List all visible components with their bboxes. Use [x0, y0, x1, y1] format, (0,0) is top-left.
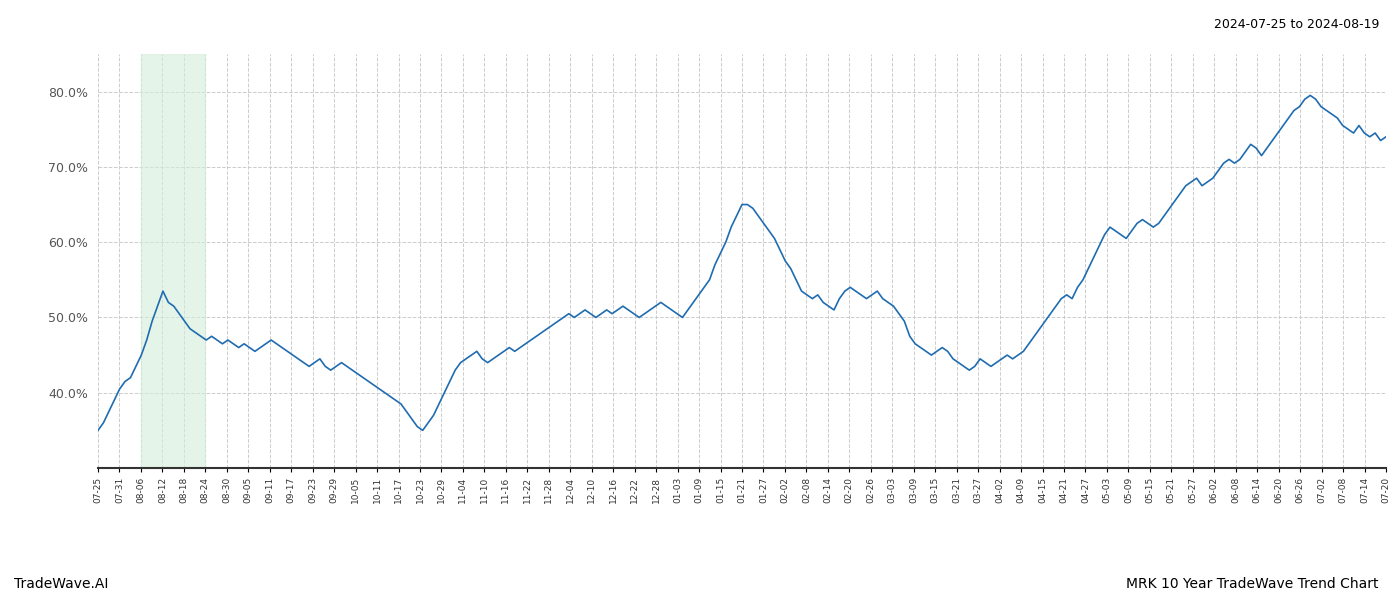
Bar — [141, 54, 206, 468]
Text: MRK 10 Year TradeWave Trend Chart: MRK 10 Year TradeWave Trend Chart — [1127, 577, 1379, 591]
Text: TradeWave.AI: TradeWave.AI — [14, 577, 108, 591]
Text: 2024-07-25 to 2024-08-19: 2024-07-25 to 2024-08-19 — [1214, 18, 1379, 31]
